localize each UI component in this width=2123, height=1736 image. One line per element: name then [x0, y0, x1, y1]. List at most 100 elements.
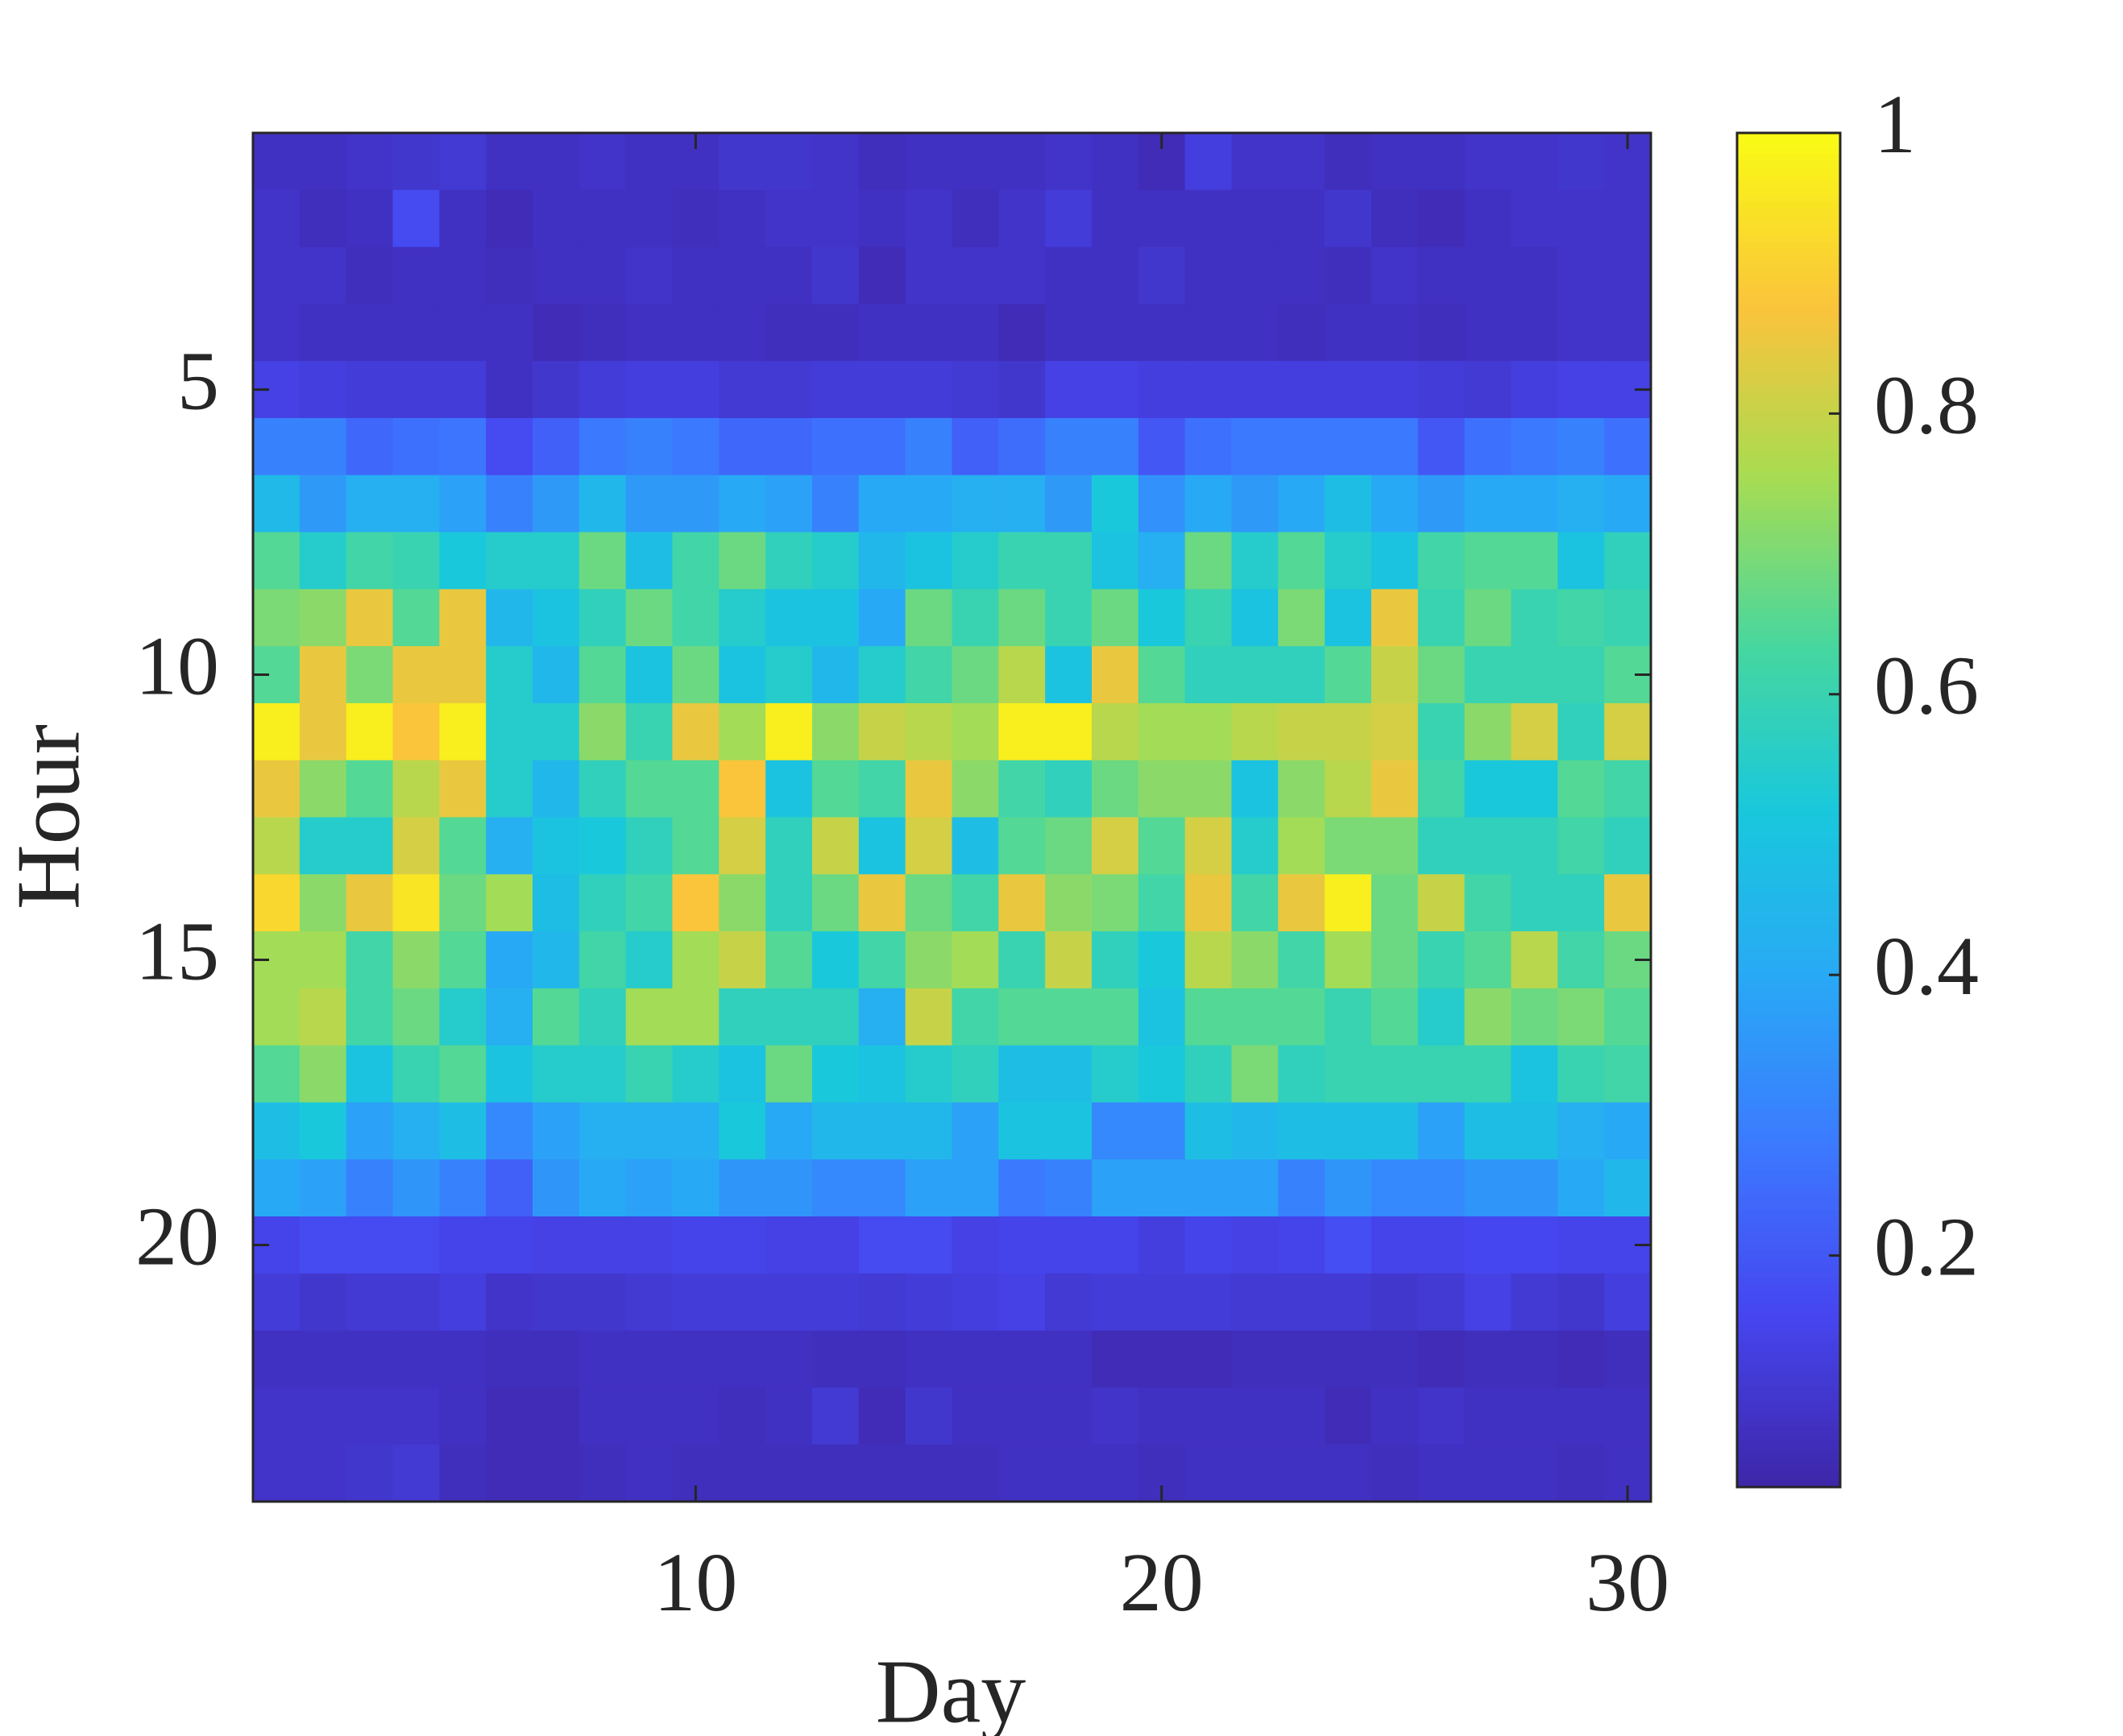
heatmap-cell — [1417, 361, 1466, 419]
heatmap-cell — [1278, 1102, 1325, 1160]
heatmap-cell — [1557, 817, 1605, 875]
colorbar-gradient — [1737, 857, 1840, 865]
heatmap-cell — [1464, 702, 1512, 761]
heatmap-cell — [1184, 589, 1233, 647]
heatmap-cell — [439, 1330, 487, 1389]
heatmap-cell — [1231, 1045, 1279, 1104]
heatmap-cell — [905, 1102, 953, 1160]
colorbar-gradient — [1737, 1134, 1840, 1143]
heatmap-cell — [1092, 1273, 1139, 1332]
colorbar-gradient — [1737, 1249, 1840, 1258]
heatmap-cell — [1511, 133, 1558, 191]
heatmap-cell — [812, 702, 860, 761]
heatmap-cell — [1184, 1444, 1233, 1502]
heatmap-cell — [719, 874, 766, 932]
heatmap-cell — [719, 189, 766, 248]
heatmap-cell — [625, 304, 674, 362]
heatmap-cell — [625, 760, 674, 818]
heatmap-cell — [672, 189, 719, 248]
heatmap-cell — [439, 1216, 487, 1274]
heatmap-cell — [253, 1159, 301, 1217]
heatmap-cell — [1184, 304, 1233, 362]
heatmap-cell — [765, 589, 813, 647]
heatmap-cell — [533, 304, 580, 362]
heatmap-cell — [1371, 760, 1419, 818]
heatmap-cell — [1511, 1045, 1558, 1104]
heatmap-cell — [1464, 474, 1512, 533]
heatmap-cell — [905, 1216, 953, 1274]
heatmap-cell — [253, 874, 301, 932]
heatmap-cell — [812, 1387, 860, 1445]
colorbar-gradient — [1737, 620, 1840, 628]
colorbar-gradient — [1737, 918, 1840, 926]
heatmap-cell — [765, 646, 813, 704]
heatmap-cell — [439, 247, 487, 305]
heatmap-cell — [253, 189, 301, 248]
heatmap-cell — [1325, 817, 1372, 875]
heatmap-cell — [253, 988, 301, 1046]
colorbar-gradient — [1737, 688, 1840, 696]
heatmap-cell — [1138, 760, 1186, 818]
heatmap-cell — [719, 474, 766, 533]
heatmap-cell — [1184, 1387, 1233, 1445]
heatmap-cell — [1371, 417, 1419, 476]
heatmap-cell — [905, 304, 953, 362]
heatmap-cell — [672, 988, 719, 1046]
heatmap-cell — [858, 304, 906, 362]
colorbar-gradient — [1737, 1060, 1840, 1068]
heatmap-cell — [905, 702, 953, 761]
heatmap-cell — [1045, 1273, 1093, 1332]
colorbar-gradient — [1737, 1473, 1840, 1481]
heatmap-cell — [1092, 1159, 1139, 1217]
colorbar-gradient — [1737, 383, 1840, 392]
colorbar-gradient — [1737, 505, 1840, 513]
colorbar-gradient — [1737, 417, 1840, 425]
colorbar-gradient — [1737, 850, 1840, 859]
heatmap-cell — [1092, 304, 1139, 362]
heatmap-cell — [346, 1045, 394, 1104]
colorbar-gradient — [1737, 167, 1840, 175]
heatmap-cell — [1184, 760, 1233, 818]
heatmap-cell — [533, 988, 580, 1046]
heatmap-cell — [1604, 417, 1652, 476]
heatmap-cell — [858, 1216, 906, 1274]
colorbar-gradient — [1737, 1398, 1840, 1407]
heatmap-cell — [1092, 133, 1139, 191]
heatmap-cell — [486, 988, 533, 1046]
heatmap-cell — [1138, 1045, 1186, 1104]
colorbar-gradient — [1737, 1452, 1840, 1461]
x-axis-label: Day — [876, 1643, 1026, 1736]
heatmap-cell — [253, 760, 301, 818]
heatmap-cell — [672, 532, 719, 590]
heatmap-cell — [253, 474, 301, 533]
heatmap-cell — [672, 417, 719, 476]
heatmap-cell — [1371, 1330, 1419, 1389]
colorbar-gradient — [1737, 1202, 1840, 1211]
heatmap-cell — [1371, 1216, 1419, 1274]
heatmap-cell — [1604, 988, 1652, 1046]
heatmap-cell — [1138, 646, 1186, 704]
heatmap-cell — [346, 1330, 394, 1389]
heatmap-cell — [905, 646, 953, 704]
heatmap-cell — [1417, 760, 1466, 818]
heatmap-cell — [1371, 931, 1419, 989]
heatmap-cell — [1464, 589, 1512, 647]
heatmap-cell — [1371, 189, 1419, 248]
heatmap-cell — [858, 189, 906, 248]
colorbar-gradient — [1737, 1189, 1840, 1197]
heatmap-cell — [1464, 417, 1512, 476]
heatmap-cell — [765, 417, 813, 476]
colorbar-gradient — [1737, 1100, 1840, 1109]
heatmap-cell — [1604, 247, 1652, 305]
colorbar-gradient — [1737, 430, 1840, 439]
heatmap-cell — [672, 760, 719, 818]
heatmap-cell — [812, 361, 860, 419]
heatmap-cell — [1371, 646, 1419, 704]
colorbar-gradient — [1737, 1067, 1840, 1075]
heatmap-cell — [1417, 817, 1466, 875]
heatmap-cell — [625, 133, 674, 191]
heatmap-cell — [1557, 361, 1605, 419]
heatmap-cell — [672, 646, 719, 704]
colorbar-gradient — [1737, 471, 1840, 479]
colorbar-gradient — [1737, 905, 1840, 913]
